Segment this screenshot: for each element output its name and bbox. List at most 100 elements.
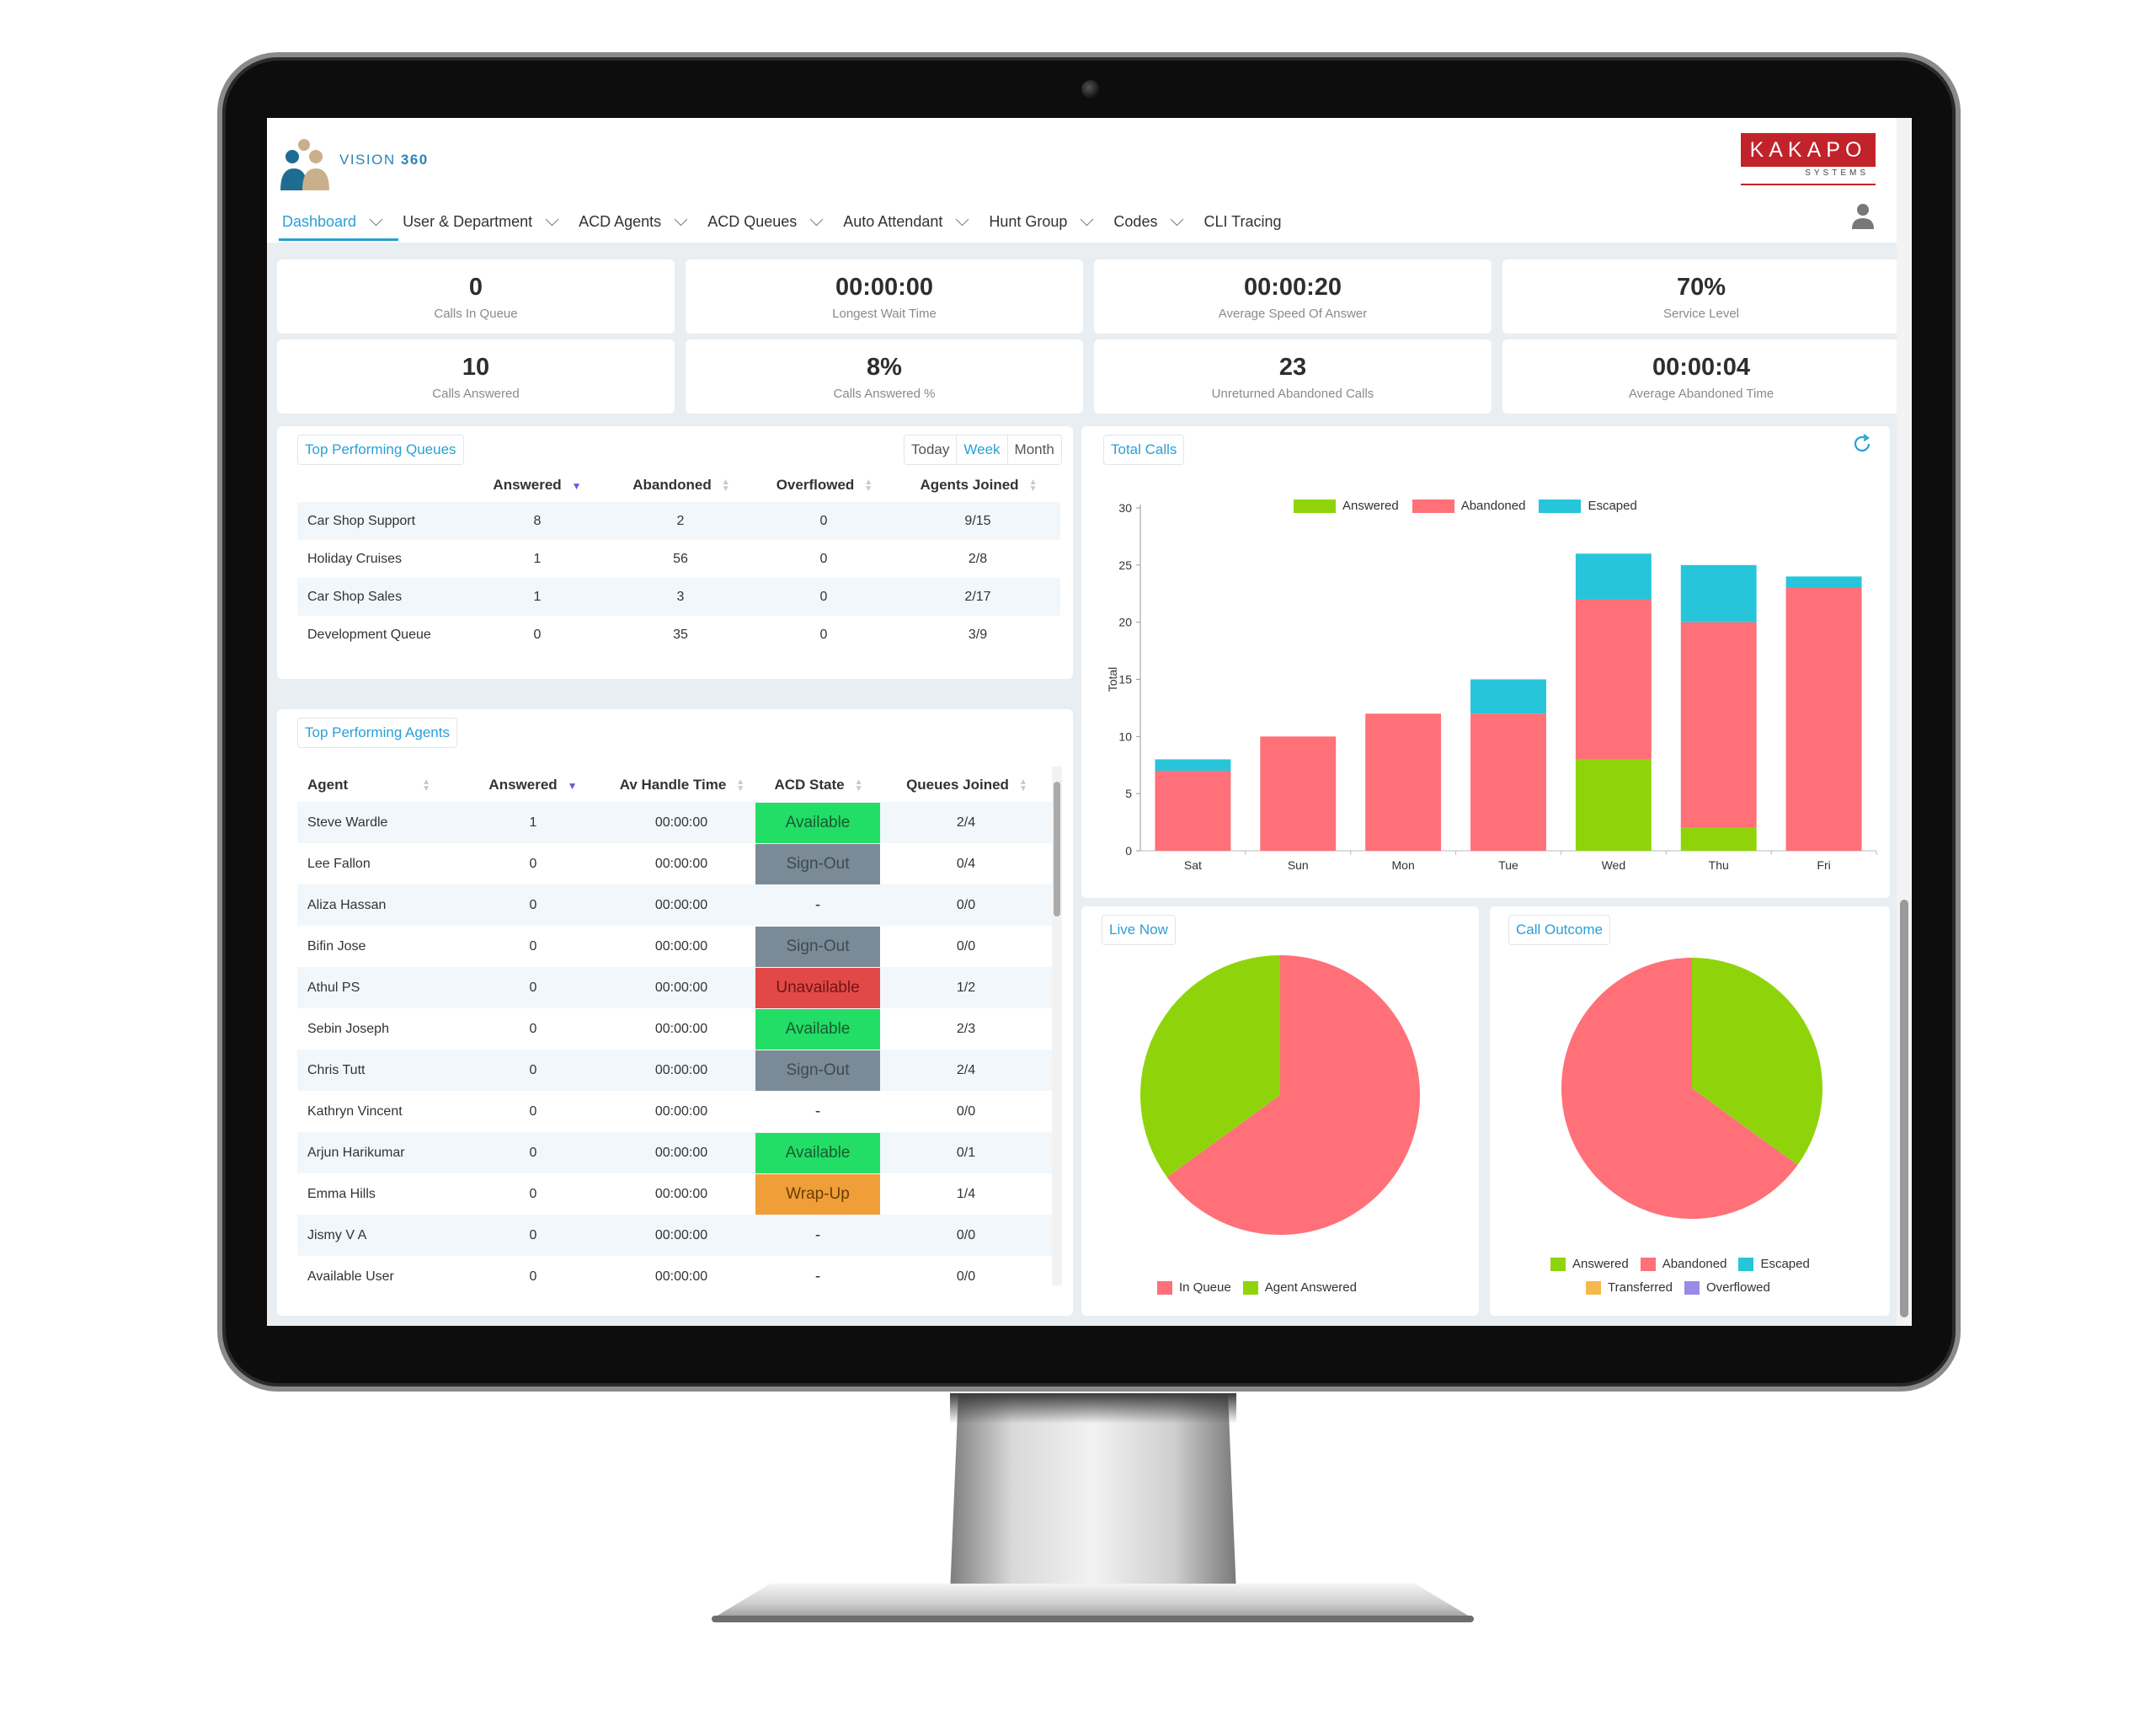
chevron-down-icon[interactable]	[674, 212, 688, 226]
agent-header[interactable]: Agent ▲ ▼	[297, 768, 459, 802]
bar-escaped-sat[interactable]	[1155, 759, 1231, 772]
table-row[interactable]: Car Shop Support 8 2 0 9/15	[297, 502, 1060, 540]
nav-item-7[interactable]: CLI Tracing	[1203, 202, 1281, 241]
nav-item-1[interactable]: User & Department	[403, 202, 563, 241]
sort-icon[interactable]: ▲ ▼	[864, 477, 873, 494]
table-row[interactable]: Holiday Cruises 1 56 0 2/8	[297, 540, 1060, 578]
bar-escaped-wed[interactable]	[1575, 553, 1652, 600]
handle-time-cell: 00:00:00	[654, 938, 708, 954]
agents-table: Agent ▲ ▼ Answered ▼ Av Handle Time ▲ ▼ ACD S…	[297, 768, 1052, 1297]
bar-answered-wed[interactable]	[1575, 759, 1652, 851]
range-today-button[interactable]: Today	[911, 441, 950, 457]
range-week-button[interactable]: Week	[956, 435, 1006, 464]
app-name-suffix: 360	[400, 152, 429, 168]
chevron-down-icon[interactable]	[809, 212, 824, 226]
nav-item-0[interactable]: Dashboard	[278, 202, 399, 241]
nav-item-2[interactable]: ACD Agents	[579, 202, 692, 241]
legend-item[interactable]: Overflowed	[1673, 1280, 1770, 1295]
bar-abandoned-sat[interactable]	[1155, 771, 1231, 851]
chevron-down-icon[interactable]	[545, 212, 559, 226]
status-badge: Sign-Out	[755, 843, 880, 884]
queues-joined-header[interactable]: Queues Joined ▲ ▼	[880, 768, 1052, 802]
user-profile-icon[interactable]	[1850, 202, 1876, 231]
overflowed-header[interactable]: Overflowed ▲ ▼	[752, 468, 895, 502]
pie-slice-agent-answered[interactable]	[1140, 955, 1280, 1178]
table-row[interactable]: Arjun Harikumar 0 00:00:00 Available 0/1	[297, 1132, 1052, 1173]
legend-item[interactable]: Answered	[1539, 1257, 1629, 1271]
total-calls-panel: Total Calls Answered Abandoned Escaped 0 5 1…	[1081, 426, 1890, 898]
bar-escaped-fri[interactable]	[1785, 576, 1862, 588]
legend-item[interactable]: Escaped	[1726, 1257, 1810, 1271]
pie-slice-abandoned[interactable]	[1561, 958, 1798, 1219]
sort-desc-icon[interactable]: ▼	[571, 480, 582, 492]
nav-item-6[interactable]: Codes	[1113, 202, 1188, 241]
bar-answered-thu[interactable]	[1680, 827, 1757, 851]
table-row[interactable]: Sebin Joseph 0 00:00:00 Available 2/3	[297, 1008, 1052, 1050]
legend-item[interactable]: Abandoned	[1399, 499, 1525, 513]
chevron-down-icon[interactable]	[369, 212, 383, 226]
nav-item-label: Dashboard	[282, 212, 357, 230]
sort-desc-icon[interactable]: ▼	[567, 780, 578, 792]
table-row[interactable]: Car Shop Sales 1 3 0 2/17	[297, 578, 1060, 616]
table-row[interactable]: Development Queue 0 35 0 3/9	[297, 616, 1060, 654]
legend-item[interactable]: Escaped	[1525, 499, 1637, 513]
table-row[interactable]: Bifin Jose 0 00:00:00 Sign-Out 0/0	[297, 926, 1052, 967]
sort-icon[interactable]: ▲ ▼	[854, 777, 863, 793]
chevron-down-icon[interactable]	[1081, 212, 1094, 226]
bar-abandoned-tue[interactable]	[1470, 713, 1546, 851]
page-scrollbar-thumb[interactable]	[1900, 900, 1908, 1317]
bar-escaped-tue[interactable]	[1470, 679, 1546, 714]
legend-item[interactable]: Agent Answered	[1231, 1280, 1357, 1295]
call-outcome-title: Call Outcome	[1508, 915, 1610, 945]
pie-slice-in-queue[interactable]	[1166, 955, 1420, 1235]
agents-scrollbar-thumb[interactable]	[1054, 782, 1060, 916]
abandoned-header[interactable]: Abandoned ▲ ▼	[609, 468, 752, 502]
kpi-value: 70%	[1676, 274, 1726, 301]
pie-slice-answered[interactable]	[1692, 958, 1822, 1166]
legend-item[interactable]: In Queue	[1145, 1280, 1231, 1295]
legend-swatch	[1412, 499, 1454, 513]
answered-header[interactable]: Answered ▼	[459, 768, 607, 802]
bar-abandoned-thu[interactable]	[1680, 622, 1757, 828]
legend-item[interactable]: Abandoned	[1629, 1257, 1726, 1271]
sort-icon[interactable]: ▲ ▼	[422, 777, 431, 793]
bar-escaped-thu[interactable]	[1680, 564, 1757, 622]
sort-icon[interactable]: ▲ ▼	[1028, 477, 1038, 494]
table-row[interactable]: Available User 0 00:00:00 - 0/0	[297, 1256, 1052, 1297]
y-tick-label: 10	[1118, 729, 1132, 743]
bar-abandoned-fri[interactable]	[1785, 587, 1862, 851]
bar-abandoned-sun[interactable]	[1260, 736, 1337, 851]
table-row[interactable]: Lee Fallon 0 00:00:00 Sign-Out 0/4	[297, 843, 1052, 884]
sort-icon[interactable]: ▲ ▼	[721, 477, 730, 494]
answered-header[interactable]: Answered ▼	[466, 468, 609, 502]
sort-icon[interactable]: ▲ ▼	[736, 777, 745, 793]
table-row[interactable]: Kathryn Vincent 0 00:00:00 - 0/0	[297, 1091, 1052, 1132]
refresh-icon[interactable]	[1851, 433, 1873, 455]
agent-header-label: Agent	[307, 777, 349, 793]
nav-item-3[interactable]: ACD Queues	[707, 202, 828, 241]
agents-joined-header[interactable]: Agents Joined ▲ ▼	[895, 468, 1060, 502]
bar-abandoned-wed[interactable]	[1575, 599, 1652, 760]
table-row[interactable]: Chris Tutt 0 00:00:00 Sign-Out 2/4	[297, 1050, 1052, 1091]
legend-item[interactable]: Transferred	[1574, 1280, 1673, 1295]
table-row[interactable]: Athul PS 0 00:00:00 Unavailable 1/2	[297, 967, 1052, 1008]
table-row[interactable]: Jismy V A 0 00:00:00 - 0/0	[297, 1215, 1052, 1256]
top-queues-panel: Top Performing Queues Today Week Month Ans…	[277, 426, 1073, 679]
handle-time-cell: 00:00:00	[607, 1215, 755, 1256]
acd-state-header[interactable]: ACD State ▲ ▼	[755, 768, 880, 802]
nav-item-5[interactable]: Hunt Group	[989, 202, 1098, 241]
chevron-down-icon[interactable]	[1171, 212, 1184, 226]
chevron-down-icon[interactable]	[956, 212, 969, 226]
legend-item[interactable]: Answered	[1280, 499, 1399, 513]
range-month-button[interactable]: Month	[1006, 435, 1061, 464]
bar-abandoned-mon[interactable]	[1365, 713, 1442, 851]
nav-item-4[interactable]: Auto Attendant	[843, 202, 974, 241]
table-row[interactable]: Emma Hills 0 00:00:00 Wrap-Up 1/4	[297, 1173, 1052, 1215]
handle-time-header[interactable]: Av Handle Time ▲ ▼	[607, 768, 755, 802]
kpi-card: 00:00:00 Longest Wait Time	[686, 259, 1083, 334]
sort-icon[interactable]: ▲ ▼	[1018, 777, 1027, 793]
table-row[interactable]: Steve Wardle 1 00:00:00 Available 2/4	[297, 802, 1052, 843]
status-badge: Unavailable	[755, 967, 880, 1008]
table-row[interactable]: Aliza Hassan 0 00:00:00 - 0/0	[297, 884, 1052, 926]
kpi-card: 8% Calls Answered %	[686, 339, 1083, 414]
